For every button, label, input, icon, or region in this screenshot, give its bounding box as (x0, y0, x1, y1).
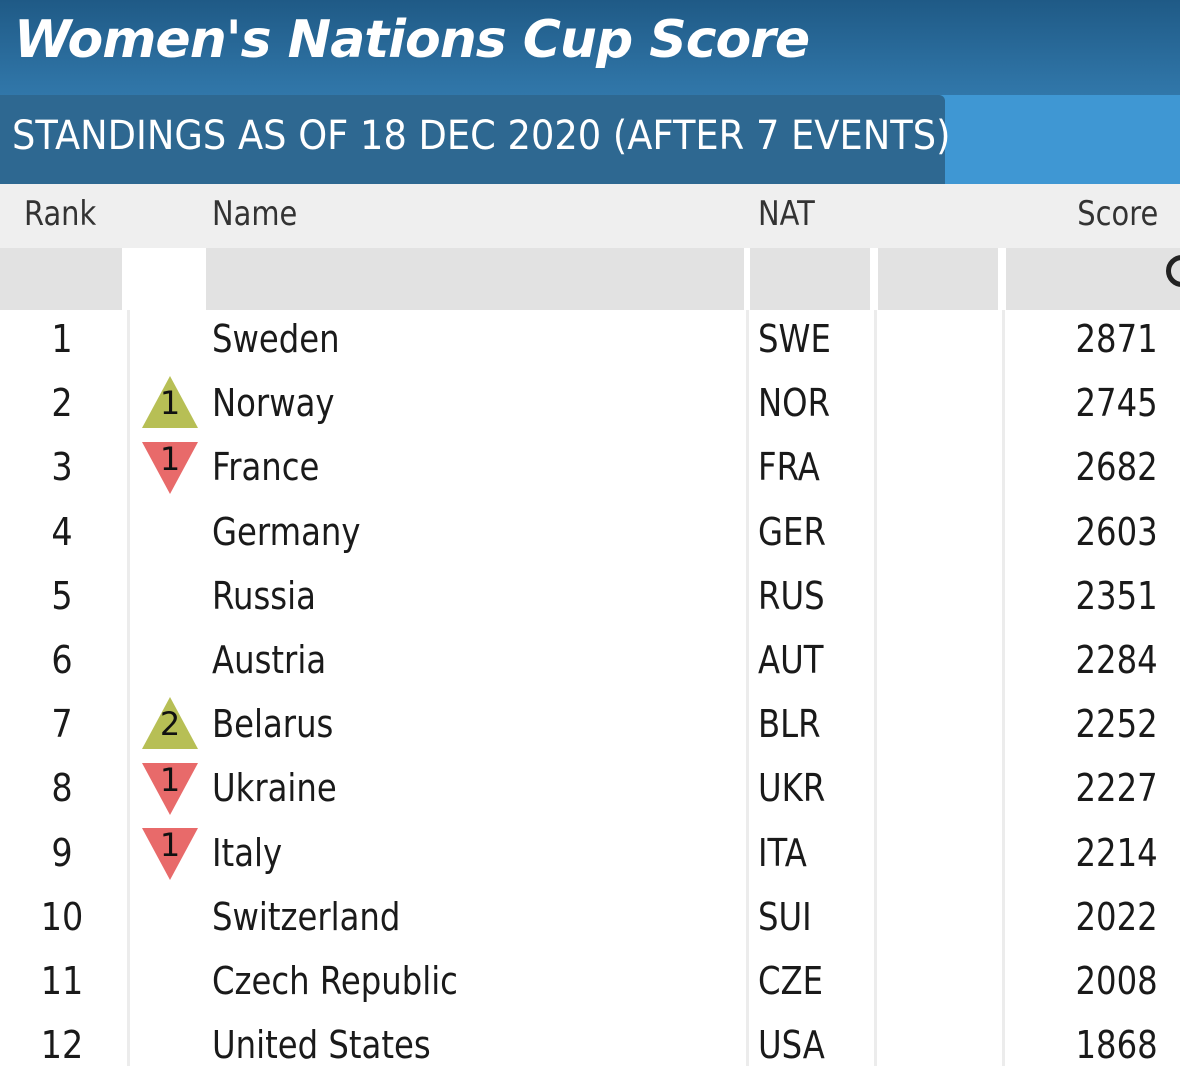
rank-change-value: 1 (159, 825, 181, 864)
country-name: Russia (212, 573, 316, 618)
nation-code: CZE (758, 959, 824, 1003)
standings-tab[interactable] (0, 95, 945, 184)
filter-extra[interactable] (878, 248, 998, 310)
rank-down-icon: 1 (140, 759, 200, 817)
table-row[interactable]: 4 Germany GER 2603 (0, 501, 1180, 565)
country-name: Sweden (212, 317, 340, 361)
rank-cell: 6 (51, 638, 73, 682)
score-cell: 2351 (1075, 573, 1158, 618)
filter-name[interactable] (206, 248, 744, 310)
table-row[interactable]: 12 United States USA 1868 (0, 1014, 1180, 1078)
table-header (0, 184, 1180, 248)
score-cell: 2603 (1075, 509, 1158, 554)
country-name: Switzerland (212, 894, 401, 939)
country-name: United States (212, 1023, 431, 1068)
score-cell: 2871 (1075, 317, 1158, 361)
rank-change-value: 1 (159, 384, 181, 423)
search-icon[interactable] (1166, 255, 1180, 287)
country-name: Italy (212, 830, 283, 875)
score-cell: 2682 (1075, 445, 1158, 490)
score-cell: 2284 (1075, 638, 1158, 682)
column-header-nat[interactable]: NAT (758, 194, 815, 234)
rank-cell: 10 (40, 894, 84, 939)
table-row[interactable]: 3 1 France FRA 2682 (0, 436, 1180, 500)
rank-change-value: 2 (159, 705, 181, 744)
nation-code: NOR (758, 381, 831, 426)
column-divider (746, 310, 749, 1066)
nation-code: GER (758, 509, 826, 554)
country-name: Czech Republic (212, 959, 458, 1003)
column-header-rank[interactable]: Rank (24, 194, 97, 234)
score-cell: 2745 (1075, 381, 1158, 426)
rank-change-value: 1 (159, 761, 181, 800)
rank-change-value: 1 (159, 440, 181, 479)
rank-cell: 12 (40, 1023, 84, 1068)
score-cell: 2022 (1075, 894, 1158, 939)
rank-down-icon: 1 (140, 824, 200, 882)
filter-score[interactable] (1006, 248, 1180, 310)
page-title: Women's Nations Cup Score (14, 10, 810, 70)
nation-code: RUS (758, 573, 825, 618)
country-name: Ukraine (212, 766, 337, 811)
rank-cell: 2 (51, 381, 73, 426)
nation-code: BLR (758, 702, 821, 747)
score-cell: 2252 (1075, 702, 1158, 747)
rank-cell: 8 (51, 766, 73, 811)
column-header-name[interactable]: Name (212, 194, 298, 234)
score-cell: 2008 (1075, 959, 1158, 1003)
table-row[interactable]: 7 2 Belarus BLR 2252 (0, 693, 1180, 757)
rank-cell: 5 (51, 573, 73, 618)
country-name: Austria (212, 638, 327, 682)
rank-cell: 3 (51, 445, 73, 490)
table-row[interactable]: 2 1 Norway NOR 2745 (0, 372, 1180, 436)
rank-cell: 11 (40, 959, 84, 1003)
nation-code: UKR (758, 766, 826, 811)
country-name: Norway (212, 381, 335, 426)
rank-down-icon: 1 (140, 438, 200, 496)
table-row[interactable]: 8 1 Ukraine UKR 2227 (0, 757, 1180, 821)
column-divider (874, 310, 877, 1066)
score-cell: 2227 (1075, 766, 1158, 811)
rank-cell: 1 (51, 317, 73, 361)
table-row[interactable]: 5 Russia RUS 2351 (0, 565, 1180, 629)
nation-code: ITA (758, 830, 807, 875)
column-header-score[interactable]: Score (1077, 194, 1158, 234)
nation-code: AUT (758, 638, 824, 682)
column-divider (1002, 310, 1005, 1066)
nation-code: SUI (758, 894, 812, 939)
country-name: Germany (212, 509, 361, 554)
rank-cell: 9 (51, 830, 73, 875)
table-row[interactable]: 6 Austria AUT 2284 (0, 629, 1180, 693)
table-row[interactable]: 11 Czech Republic CZE 2008 (0, 950, 1180, 1014)
table-row[interactable]: 10 Switzerland SUI 2022 (0, 886, 1180, 950)
nation-code: SWE (758, 317, 831, 361)
rank-cell: 4 (51, 509, 73, 554)
table-row[interactable]: 9 1 Italy ITA 2214 (0, 822, 1180, 886)
column-divider (127, 310, 130, 1066)
country-name: Belarus (212, 702, 334, 747)
nation-code: USA (758, 1023, 825, 1068)
table-row[interactable]: 1 Sweden SWE 2871 (0, 308, 1180, 372)
rank-up-icon: 1 (140, 374, 200, 432)
score-cell: 1868 (1075, 1023, 1158, 1068)
rank-cell: 7 (51, 702, 73, 747)
standings-subtitle: STANDINGS AS OF 18 DEC 2020 (AFTER 7 EVE… (12, 113, 951, 159)
filter-rank[interactable] (0, 248, 122, 310)
score-cell: 2214 (1075, 830, 1158, 875)
rank-up-icon: 2 (140, 695, 200, 753)
filter-nat[interactable] (750, 248, 870, 310)
country-name: France (212, 445, 320, 490)
nation-code: FRA (758, 445, 820, 490)
